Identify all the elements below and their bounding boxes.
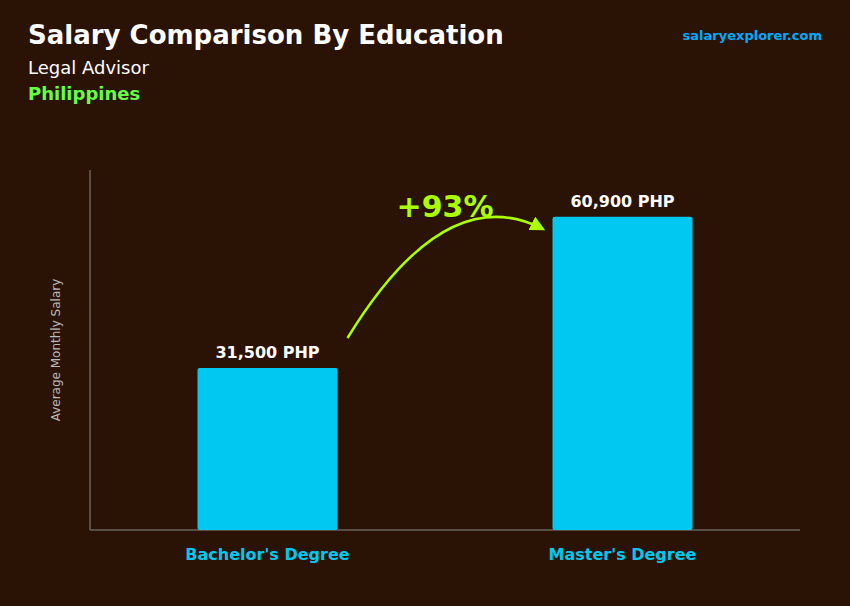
- value-label: 60,900 PHP: [570, 192, 674, 211]
- value-label: 31,500 PHP: [215, 343, 319, 362]
- bars: [198, 217, 693, 530]
- brand: salaryexplorer.com: [683, 28, 822, 43]
- percent-change: +93%: [397, 189, 494, 224]
- bar: [198, 368, 338, 530]
- change-arrow: [348, 217, 543, 338]
- chart: Salary Comparison By Education Legal Advi…: [0, 0, 850, 606]
- subtitle: Legal Advisor: [28, 57, 149, 78]
- country: Philippines: [28, 83, 140, 104]
- category-label: Bachelor's Degree: [185, 545, 349, 564]
- category-label: Master's Degree: [549, 545, 697, 564]
- title: Salary Comparison By Education: [28, 20, 504, 50]
- x-axis-line: [90, 530, 800, 531]
- y-axis-line: [90, 170, 91, 530]
- y-label: Average Monthly Salary: [49, 279, 63, 422]
- bar: [553, 217, 693, 530]
